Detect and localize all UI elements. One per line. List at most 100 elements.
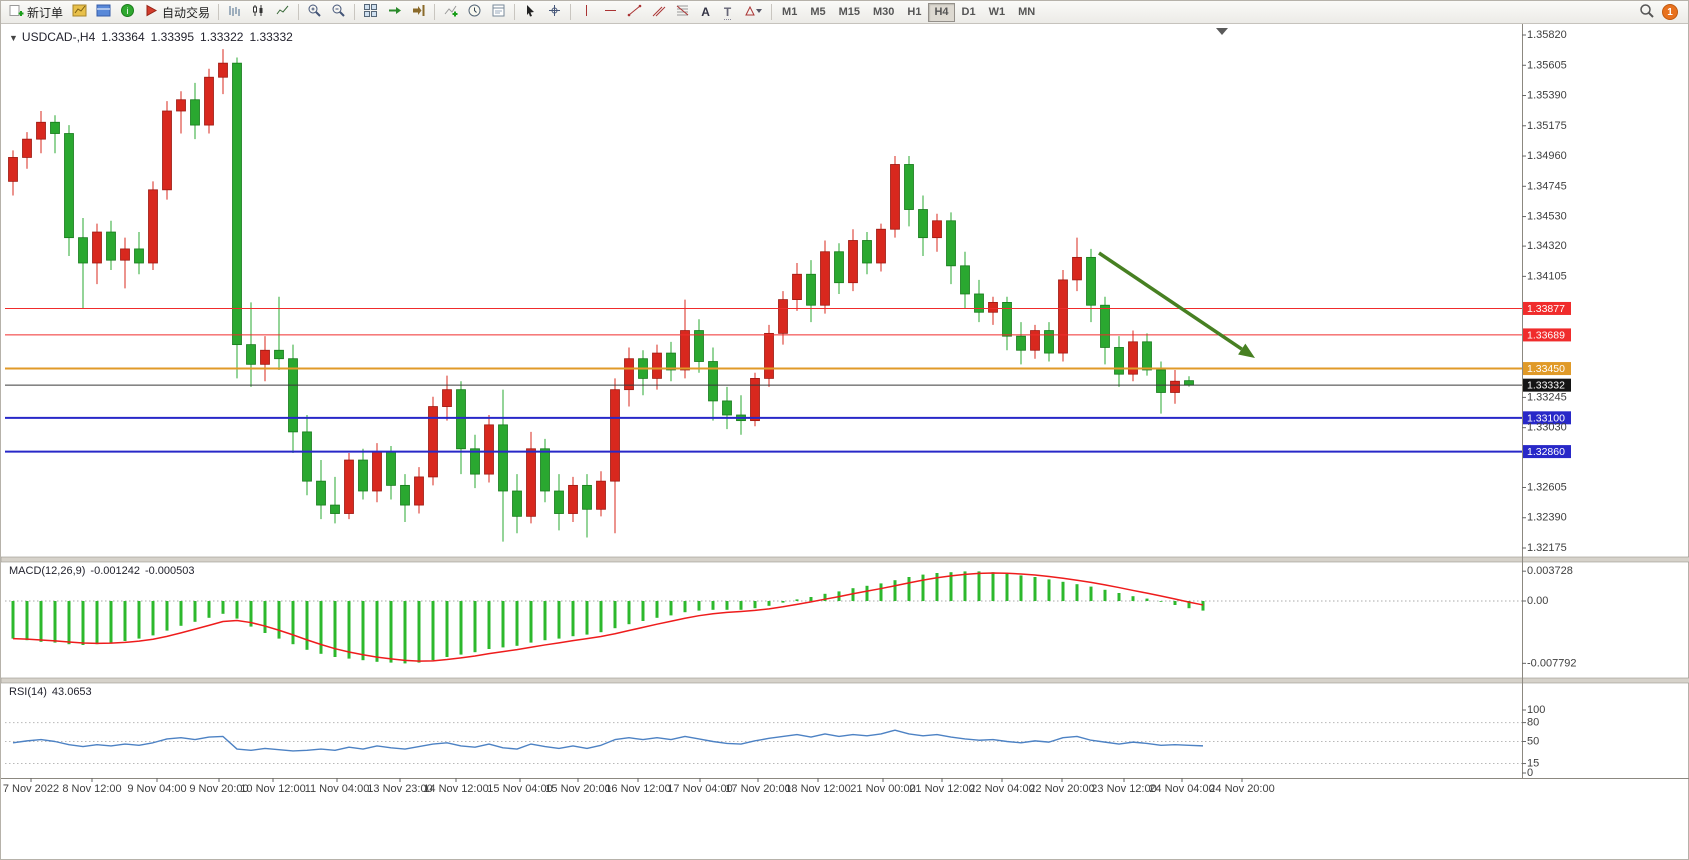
timeframe-M1[interactable]: M1: [776, 3, 803, 22]
auto-trading-button[interactable]: 自动交易: [140, 2, 214, 22]
crosshair-button[interactable]: [543, 2, 566, 22]
candle-body: [204, 76, 214, 126]
low-value: 1.33322: [200, 30, 244, 44]
line-chart-button[interactable]: [271, 2, 294, 22]
price-axis-label: 1.34960: [1527, 150, 1567, 162]
trendline-button[interactable]: [623, 2, 646, 22]
time-axis-label: 10 Nov 12:00: [240, 783, 305, 795]
indicators-button[interactable]: [439, 2, 462, 22]
candle-body: [666, 352, 676, 371]
arrows-button[interactable]: [739, 2, 767, 22]
price-axis-label: 1.34530: [1527, 211, 1567, 223]
candle-body: [918, 209, 928, 239]
tile-windows-button[interactable]: [359, 2, 382, 22]
trend-arrow-head[interactable]: [1238, 343, 1255, 358]
rsi-name: RSI(14): [9, 686, 47, 698]
timeframe-H1[interactable]: H1: [901, 3, 927, 22]
auto-scroll-button[interactable]: [383, 2, 406, 22]
periods-button[interactable]: [463, 2, 486, 22]
chart-shift-button[interactable]: [407, 2, 430, 22]
candle-body: [1184, 380, 1194, 386]
time-axis-label: 21 Nov 00:00: [850, 783, 915, 795]
candle-body: [834, 251, 844, 284]
time-axis-label: 24 Nov 20:00: [1209, 783, 1274, 795]
time-axis-label: 24 Nov 04:00: [1149, 783, 1214, 795]
candle-body: [1044, 330, 1054, 354]
candle-body: [358, 459, 368, 492]
macd-value: -0.001242: [90, 565, 140, 577]
time-axis-label: 14 Nov 12:00: [423, 783, 488, 795]
macd-panel-splitter[interactable]: [1, 556, 1689, 563]
candle-body: [876, 228, 886, 264]
text-button[interactable]: A: [695, 2, 716, 22]
horizontal-line-button[interactable]: [599, 2, 622, 22]
symbol-period-label: USDCAD-,H4: [21, 30, 96, 44]
time-axis-label: 23 Nov 12:00: [1091, 783, 1156, 795]
price-axis-label: 1.35605: [1527, 59, 1567, 71]
rsi-line: [12, 729, 1204, 752]
candle-body: [92, 231, 102, 264]
macd-axis-label: 0.00: [1527, 595, 1548, 607]
candle-body: [484, 424, 494, 475]
zoom-in-icon: [307, 3, 322, 21]
candle-body: [806, 273, 816, 306]
time-axis-label: 9 Nov 20:00: [189, 783, 248, 795]
candle-body: [624, 358, 634, 391]
timeframe-M30[interactable]: M30: [867, 3, 900, 22]
channel-button[interactable]: [647, 2, 670, 22]
zoom-out-button[interactable]: [327, 2, 350, 22]
timeframe-M15[interactable]: M15: [833, 3, 866, 22]
chart-shift-marker[interactable]: [1216, 28, 1228, 35]
text-label-button[interactable]: T: [717, 2, 738, 22]
new-order-button[interactable]: 新订单: [5, 2, 67, 22]
info-icon: i: [120, 3, 135, 21]
vertical-line-button[interactable]: [575, 2, 598, 22]
time-axis-label: 13 Nov 23:00: [367, 783, 432, 795]
candle-body: [694, 330, 704, 362]
profile-button[interactable]: [92, 2, 115, 22]
price-level-chip: [1523, 411, 1571, 425]
candlestick-chart-button[interactable]: [247, 2, 270, 22]
timeframe-W1[interactable]: W1: [983, 3, 1012, 22]
candle-body: [456, 389, 466, 450]
time-axis-label: 21 Nov 12:00: [909, 783, 974, 795]
time-axis-label: 16 Nov 12:00: [605, 783, 670, 795]
timeframe-D1[interactable]: D1: [956, 3, 982, 22]
timeframe-M5[interactable]: M5: [804, 3, 831, 22]
cursor-button[interactable]: [519, 2, 542, 22]
toolbar-separator: [514, 4, 516, 20]
notification-badge[interactable]: 1: [1662, 4, 1678, 20]
fibonacci-button[interactable]: [671, 2, 694, 22]
search-button[interactable]: [1635, 2, 1659, 22]
market-info-button[interactable]: i: [116, 2, 139, 22]
toolbar-separator: [570, 4, 572, 20]
macd-name: MACD(12,26,9): [9, 565, 86, 577]
candle-body: [820, 251, 830, 306]
rsi-panel-splitter[interactable]: [1, 677, 1689, 684]
candle-body: [568, 484, 578, 514]
price-level-chip-text: 1.33100: [1527, 412, 1565, 424]
zoom-in-button[interactable]: [303, 2, 326, 22]
rsi-axis-label: 0: [1527, 767, 1533, 779]
price-axis-label: 1.33030: [1527, 422, 1567, 434]
timeframe-H4[interactable]: H4: [928, 2, 955, 22]
templates-button[interactable]: [487, 2, 510, 22]
bar-chart-button[interactable]: [223, 2, 246, 22]
quotes-expand-arrow[interactable]: ▼: [9, 33, 18, 43]
timeframe-MN[interactable]: MN: [1012, 3, 1041, 22]
chart-window-button[interactable]: [68, 2, 91, 22]
chart-header: ▼ USDCAD-,H4 1.33364 1.33395 1.33322 1.33332: [9, 30, 299, 44]
time-axis-label: 7 Nov 2022: [3, 783, 59, 795]
cursor-icon: [523, 3, 538, 21]
candle-body: [974, 293, 984, 313]
candle-body: [1142, 341, 1152, 371]
new-order-label: 新订单: [27, 5, 64, 20]
crosshair-icon: [547, 3, 562, 21]
candle-body: [596, 480, 606, 510]
auto-trading-label: 自动交易: [162, 5, 211, 20]
candle-body: [148, 189, 158, 264]
candle-body: [862, 240, 872, 264]
trend-arrow-line[interactable]: [1098, 251, 1243, 351]
